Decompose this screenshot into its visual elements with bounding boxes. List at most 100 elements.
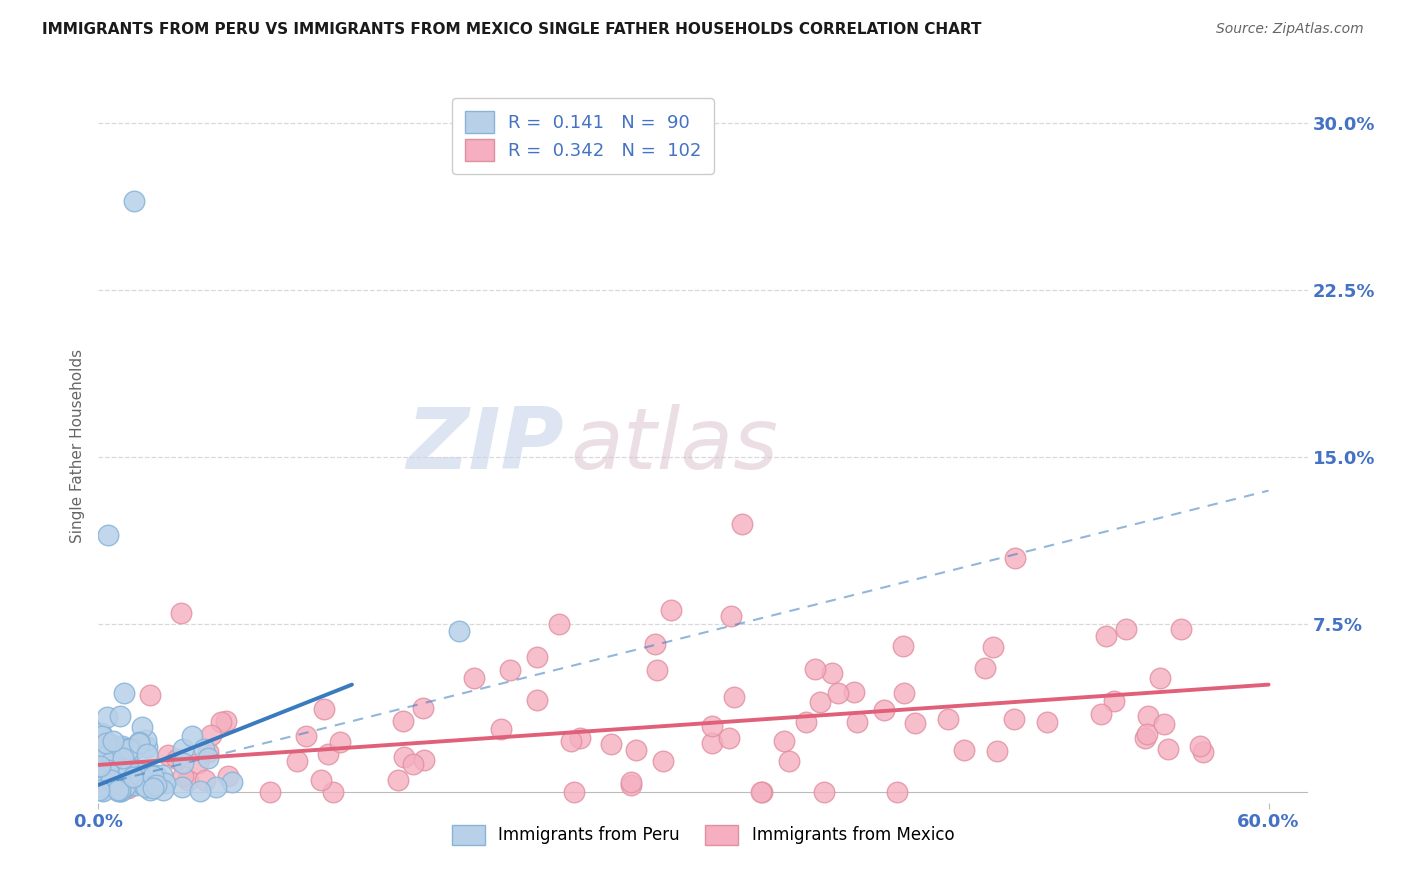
- Point: [624, 743, 647, 757]
- Point: [1192, 745, 1215, 759]
- Point: [193, 742, 215, 756]
- Y-axis label: Single Father Households: Single Father Households: [70, 349, 86, 543]
- Point: [981, 640, 1004, 654]
- Point: [652, 754, 675, 768]
- Point: [118, 741, 141, 756]
- Point: [392, 750, 415, 764]
- Point: [153, 776, 176, 790]
- Point: [132, 774, 155, 789]
- Point: [166, 752, 188, 766]
- Point: [808, 695, 831, 709]
- Point: [645, 664, 668, 678]
- Point: [136, 747, 159, 761]
- Point: [804, 661, 827, 675]
- Point: [152, 783, 174, 797]
- Point: [751, 785, 773, 799]
- Point: [103, 780, 125, 795]
- Point: [145, 778, 167, 792]
- Point: [702, 736, 724, 750]
- Point: [100, 764, 122, 778]
- Point: [620, 774, 643, 789]
- Point: [97, 764, 120, 778]
- Point: [131, 721, 153, 735]
- Point: [118, 740, 141, 755]
- Point: [114, 779, 136, 793]
- Point: [177, 772, 200, 787]
- Point: [117, 764, 139, 778]
- Point: [285, 755, 308, 769]
- Point: [90, 726, 112, 740]
- Point: [827, 686, 849, 700]
- Point: [96, 736, 118, 750]
- Point: [188, 783, 211, 797]
- Point: [813, 785, 835, 799]
- Point: [526, 693, 548, 707]
- Point: [94, 744, 117, 758]
- Point: [311, 772, 333, 787]
- Point: [105, 776, 128, 790]
- Point: [392, 714, 415, 728]
- Point: [120, 767, 142, 781]
- Point: [187, 756, 209, 770]
- Point: [142, 769, 165, 783]
- Point: [98, 780, 121, 794]
- Point: [499, 663, 522, 677]
- Point: [197, 750, 219, 764]
- Point: [986, 744, 1008, 758]
- Text: Source: ZipAtlas.com: Source: ZipAtlas.com: [1216, 22, 1364, 37]
- Point: [1133, 731, 1156, 746]
- Point: [1149, 671, 1171, 685]
- Point: [1002, 712, 1025, 726]
- Point: [720, 609, 742, 624]
- Point: [953, 742, 976, 756]
- Point: [110, 760, 132, 774]
- Point: [114, 772, 136, 787]
- Point: [111, 742, 134, 756]
- Point: [104, 756, 127, 770]
- Point: [104, 747, 127, 761]
- Point: [98, 745, 121, 759]
- Point: [129, 769, 152, 783]
- Point: [778, 755, 800, 769]
- Point: [107, 767, 129, 781]
- Point: [157, 747, 180, 762]
- Point: [172, 756, 194, 770]
- Point: [135, 732, 157, 747]
- Point: [314, 702, 336, 716]
- Point: [322, 785, 344, 799]
- Point: [107, 764, 129, 779]
- Point: [110, 784, 132, 798]
- Point: [96, 749, 118, 764]
- Point: [560, 734, 582, 748]
- Point: [893, 686, 915, 700]
- Point: [104, 766, 127, 780]
- Point: [731, 517, 754, 532]
- Point: [205, 780, 228, 794]
- Point: [96, 710, 118, 724]
- Point: [127, 764, 149, 779]
- Point: [197, 745, 219, 759]
- Point: [842, 684, 865, 698]
- Point: [886, 785, 908, 799]
- Point: [89, 776, 111, 790]
- Legend: Immigrants from Peru, Immigrants from Mexico: Immigrants from Peru, Immigrants from Me…: [446, 818, 960, 852]
- Point: [209, 715, 232, 730]
- Point: [114, 761, 136, 775]
- Point: [568, 731, 591, 746]
- Point: [170, 607, 193, 621]
- Point: [1090, 707, 1112, 722]
- Text: ZIP: ZIP: [406, 404, 564, 488]
- Point: [145, 768, 167, 782]
- Point: [98, 738, 121, 752]
- Point: [463, 671, 485, 685]
- Point: [259, 785, 281, 799]
- Point: [619, 778, 641, 792]
- Point: [936, 712, 959, 726]
- Point: [111, 739, 134, 753]
- Point: [139, 688, 162, 702]
- Point: [387, 773, 409, 788]
- Point: [547, 616, 569, 631]
- Point: [562, 785, 585, 799]
- Point: [122, 194, 145, 208]
- Point: [115, 780, 138, 795]
